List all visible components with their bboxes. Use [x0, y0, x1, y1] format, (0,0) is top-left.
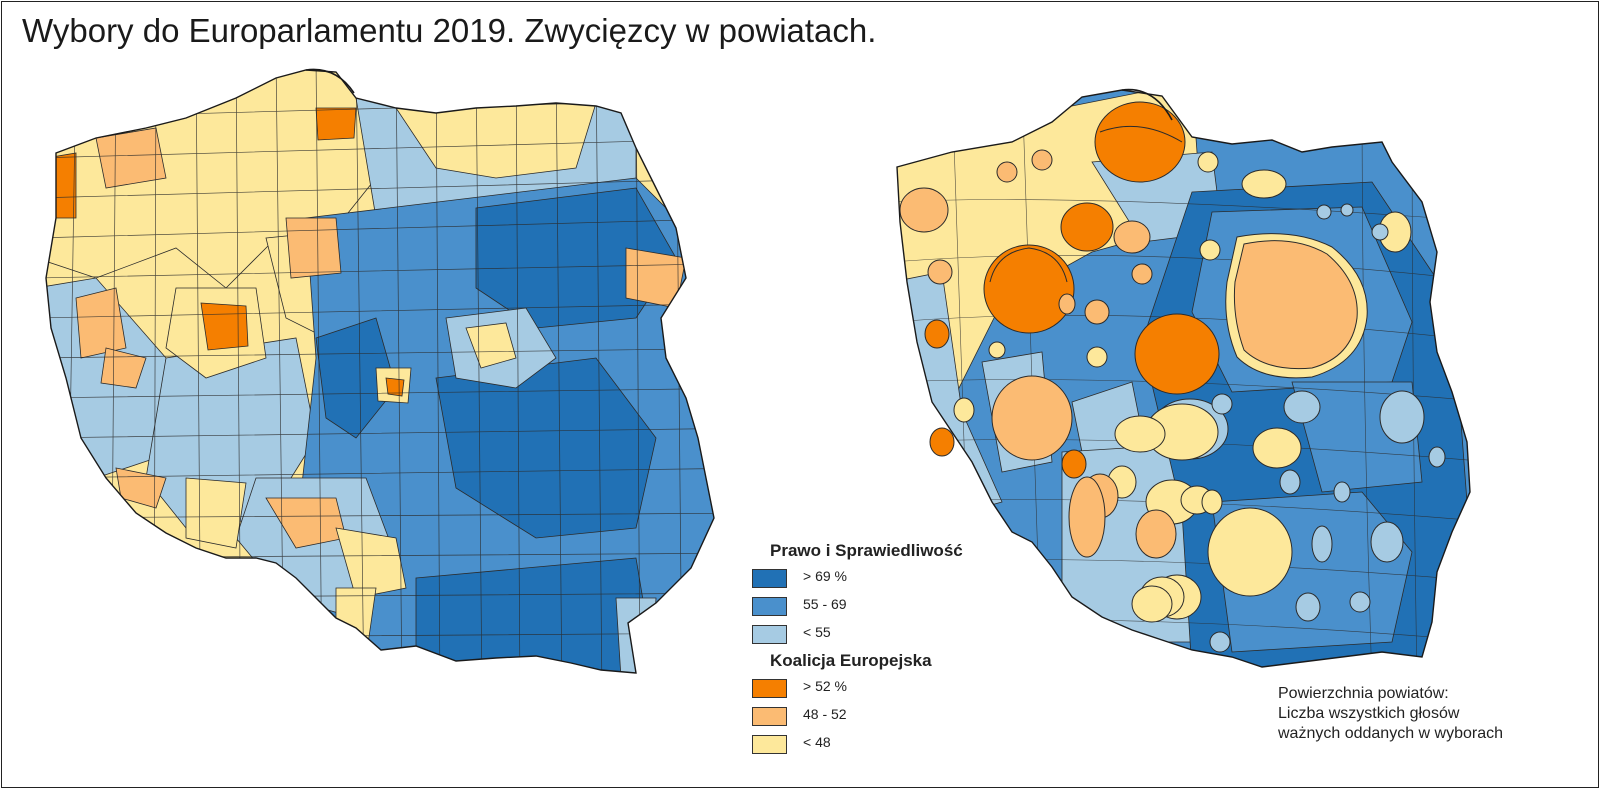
note-line-2: Liczba wszystkich głosów — [1278, 705, 1460, 722]
legend-swatch — [752, 597, 787, 616]
legend-swatch — [752, 707, 787, 726]
legend-swatch — [752, 735, 787, 754]
cartogram-map — [896, 88, 1471, 668]
legend-label: > 52 % — [803, 678, 847, 694]
legend-swatch — [752, 625, 787, 644]
cartogram-note: Powierzchnia powiatów: Liczba wszystkich… — [1278, 684, 1503, 744]
map-legend: Prawo i Sprawiedliwość > 69 % 55 - 69 < … — [752, 538, 1012, 758]
legend-label: < 55 — [803, 624, 831, 640]
legend-item-ke-mid: 48 - 52 — [752, 702, 1012, 730]
legend-item-pis-low: < 55 — [752, 620, 1012, 648]
note-line-3: ważnych oddanych w wyborach — [1278, 725, 1504, 742]
legend-item-ke-low: < 48 — [752, 730, 1012, 758]
legend-item-pis-high: > 69 % — [752, 564, 1012, 592]
legend-label: > 69 % — [803, 568, 847, 584]
note-line-1: Powierzchnia powiatów: — [1278, 685, 1449, 702]
legend-ke-title: Koalicja Europejska — [770, 651, 932, 670]
legend-label: 55 - 69 — [803, 596, 847, 612]
legend-label: < 48 — [803, 734, 831, 750]
legend-item-ke-high: > 52 % — [752, 674, 1012, 702]
legend-label: 48 - 52 — [803, 706, 847, 722]
map-title: Wybory do Europarlamentu 2019. Zwycięzcy… — [22, 12, 877, 49]
legend-pis-title: Prawo i Sprawiedliwość — [770, 541, 963, 560]
legend-swatch — [752, 569, 787, 588]
legend-swatch — [752, 679, 787, 698]
geographic-map — [45, 68, 715, 674]
legend-item-pis-mid: 55 - 69 — [752, 592, 1012, 620]
